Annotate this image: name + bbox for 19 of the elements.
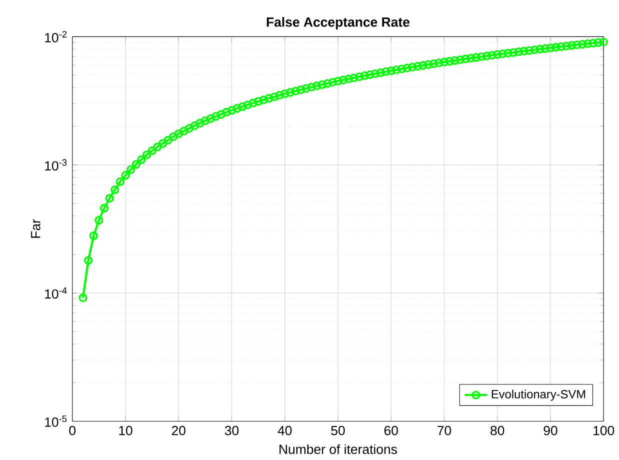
x-axis-title: Number of iterations [280, 444, 397, 454]
x-tick-label: 90 [544, 426, 558, 436]
chart-title: False Acceptance Rate [266, 17, 410, 30]
x-tick-label: 50 [331, 426, 345, 436]
x-tick-label: 60 [384, 426, 398, 436]
y-tick-label: 10$^{-4}$ [45, 287, 67, 299]
y-tick-label: 10$^{-3}$ [45, 159, 67, 171]
x-tick-label: 100 [594, 426, 614, 436]
x-tick-label: 0 [69, 426, 76, 436]
x-tick-label: 40 [278, 426, 292, 436]
legend-label: Evolutionary-SVM [492, 390, 586, 401]
x-tick-label: 10 [119, 426, 132, 436]
y-tick-label: 10$^{-5}$ [45, 416, 67, 427]
y-tick-label: 10$^{-2}$ [45, 31, 67, 42]
x-tick-label: 70 [438, 426, 452, 436]
y-axis-title: Far [31, 219, 40, 238]
x-tick-label: 20 [172, 426, 186, 436]
x-tick-label: 30 [224, 426, 239, 436]
x-tick-label: 80 [490, 426, 504, 436]
